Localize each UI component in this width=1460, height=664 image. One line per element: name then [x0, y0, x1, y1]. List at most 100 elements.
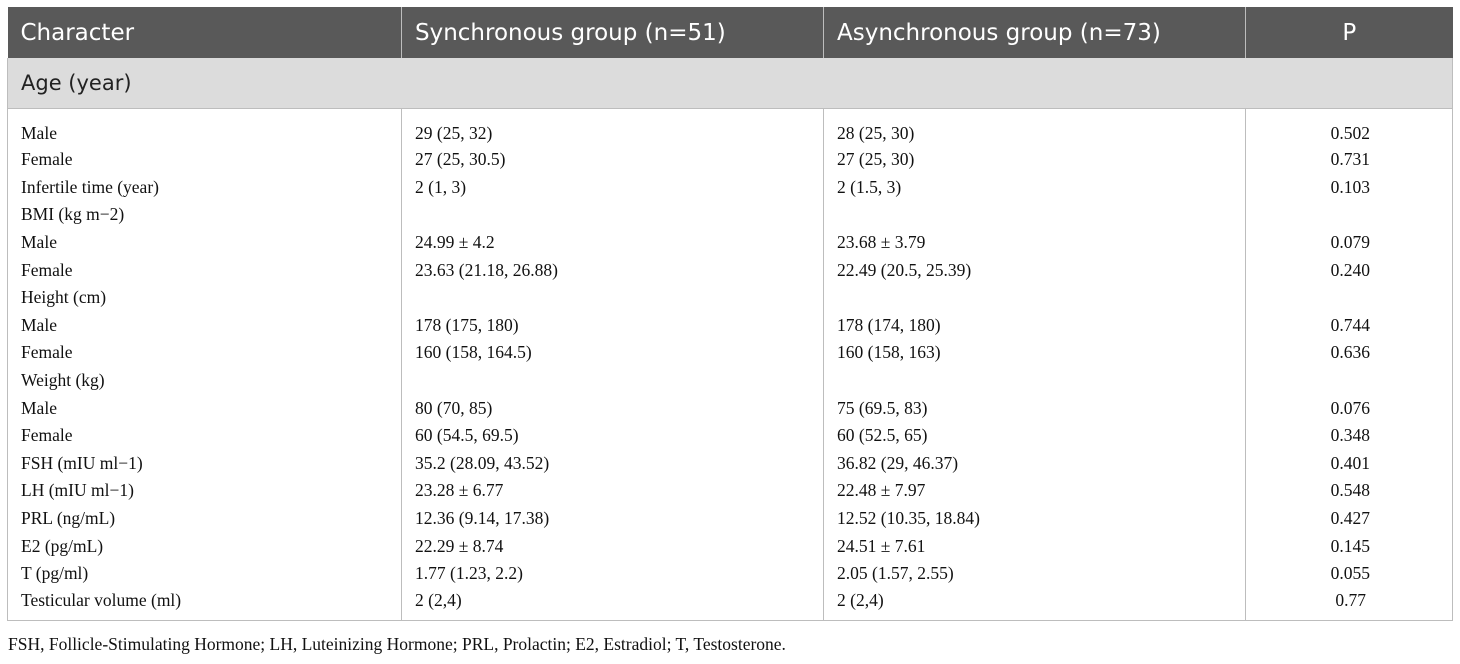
p-value-cell: 0.076 — [1245, 394, 1453, 422]
header-asynchronous-group: Asynchronous group (n=73) — [823, 7, 1246, 58]
asynchronous-value-cell: 75 (69.5, 83) — [823, 394, 1246, 422]
header-p-value: P — [1245, 7, 1453, 58]
table-row: Female 160 (158, 164.5) 160 (158, 163) 0.63… — [7, 339, 1453, 367]
row-label-cell: Male — [7, 394, 402, 422]
table-row: Male 24.99 ± 4.2 23.68 ± 3.79 0.079 — [7, 228, 1453, 257]
row-label-cell: Infertile time (year) — [7, 173, 402, 202]
section-label: Age (year) — [7, 58, 1453, 109]
table-row: FSH (mIU ml−1) 35.2 (28.09, 43.52) 36.82 (… — [7, 449, 1453, 478]
synchronous-value-cell: 24.99 ± 4.2 — [401, 228, 824, 257]
row-label-cell: Weight (kg) — [7, 366, 402, 395]
table-row: Female 60 (54.5, 69.5) 60 (52.5, 65) 0.348 — [7, 421, 1453, 450]
synchronous-value-cell: 12.36 (9.14, 17.38) — [401, 504, 824, 533]
asynchronous-value-cell: 22.48 ± 7.97 — [823, 477, 1246, 505]
synchronous-value-cell — [401, 283, 824, 312]
p-value-cell — [1245, 201, 1453, 229]
table-row: Male 80 (70, 85) 75 (69.5, 83) 0.076 — [7, 394, 1453, 422]
table-footnote: FSH, Follicle-Stimulating Hormone; LH, L… — [8, 634, 786, 654]
row-label-cell: Female — [7, 256, 402, 284]
table-row: Male 178 (175, 180) 178 (174, 180) 0.744 — [7, 311, 1453, 340]
synchronous-value-cell: 27 (25, 30.5) — [401, 146, 824, 174]
asynchronous-value-cell: 2 (2,4) — [823, 587, 1246, 621]
asynchronous-value-cell: 28 (25, 30) — [823, 108, 1246, 146]
synchronous-value-cell: 60 (54.5, 69.5) — [401, 421, 824, 450]
synchronous-value-cell — [401, 201, 824, 229]
table-row: Female 27 (25, 30.5) 27 (25, 30) 0.731 — [7, 146, 1453, 174]
row-label-cell: T (pg/ml) — [7, 559, 402, 588]
synchronous-value-cell: 29 (25, 32) — [401, 108, 824, 146]
asynchronous-value-cell — [823, 283, 1246, 312]
row-label-cell: E2 (pg/mL) — [7, 532, 402, 560]
asynchronous-value-cell: 24.51 ± 7.61 — [823, 532, 1246, 560]
asynchronous-value-cell: 2 (1.5, 3) — [823, 173, 1246, 202]
p-value-cell: 0.744 — [1245, 311, 1453, 340]
p-value-cell — [1245, 366, 1453, 395]
row-label-cell: Male — [7, 108, 402, 146]
p-value-cell: 0.548 — [1245, 477, 1453, 505]
table-row: PRL (ng/mL) 12.36 (9.14, 17.38) 12.52 (10.… — [7, 504, 1453, 533]
asynchronous-value-cell: 2.05 (1.57, 2.55) — [823, 559, 1246, 588]
asynchronous-value-cell — [823, 201, 1246, 229]
table-body: Male 29 (25, 32) 28 (25, 30) 0.502 Female 27 … — [7, 108, 1453, 621]
p-value-cell: 0.145 — [1245, 532, 1453, 560]
table-row: Height (cm) — [7, 283, 1453, 312]
table-header: Character Synchronous group (n=51) Async… — [7, 7, 1453, 58]
table-row: Weight (kg) — [7, 366, 1453, 395]
asynchronous-value-cell: 60 (52.5, 65) — [823, 421, 1246, 450]
row-label-cell: Testicular volume (ml) — [7, 587, 402, 621]
p-value-cell: 0.401 — [1245, 449, 1453, 478]
header-character: Character — [7, 7, 402, 58]
row-label-cell: PRL (ng/mL) — [7, 504, 402, 533]
row-label-cell: Female — [7, 421, 402, 450]
table-row: Testicular volume (ml) 2 (2,4) 2 (2,4) 0.77 — [7, 587, 1453, 621]
p-value-cell: 0.079 — [1245, 228, 1453, 257]
row-label-cell: LH (mIU ml−1) — [7, 477, 402, 505]
p-value-cell: 0.427 — [1245, 504, 1453, 533]
row-label-cell: BMI (kg m−2) — [7, 201, 402, 229]
synchronous-value-cell: 2 (1, 3) — [401, 173, 824, 202]
synchronous-value-cell: 23.28 ± 6.77 — [401, 477, 824, 505]
asynchronous-value-cell: 23.68 ± 3.79 — [823, 228, 1246, 257]
synchronous-value-cell: 80 (70, 85) — [401, 394, 824, 422]
synchronous-value-cell: 23.63 (21.18, 26.88) — [401, 256, 824, 284]
synchronous-value-cell: 35.2 (28.09, 43.52) — [401, 449, 824, 478]
p-value-cell: 0.103 — [1245, 173, 1453, 202]
data-table: Character Synchronous group (n=51) Async… — [7, 7, 1453, 621]
row-label-cell: Male — [7, 311, 402, 340]
p-value-cell: 0.055 — [1245, 559, 1453, 588]
row-label-cell: Male — [7, 228, 402, 257]
synchronous-value-cell: 178 (175, 180) — [401, 311, 824, 340]
p-value-cell: 0.636 — [1245, 339, 1453, 367]
p-value-cell: 0.348 — [1245, 421, 1453, 450]
asynchronous-value-cell: 36.82 (29, 46.37) — [823, 449, 1246, 478]
asynchronous-value-cell: 12.52 (10.35, 18.84) — [823, 504, 1246, 533]
p-value-cell — [1245, 283, 1453, 312]
synchronous-value-cell: 1.77 (1.23, 2.2) — [401, 559, 824, 588]
table-row: Female 23.63 (21.18, 26.88) 22.49 (20.5, 2… — [7, 256, 1453, 284]
table-row: BMI (kg m−2) — [7, 201, 1453, 229]
table-row: E2 (pg/mL) 22.29 ± 8.74 24.51 ± 7.61 0.145 — [7, 532, 1453, 560]
synchronous-value-cell: 2 (2,4) — [401, 587, 824, 621]
p-value-cell: 0.77 — [1245, 587, 1453, 621]
row-label-cell: Female — [7, 146, 402, 174]
asynchronous-value-cell: 27 (25, 30) — [823, 146, 1246, 174]
p-value-cell: 0.731 — [1245, 146, 1453, 174]
synchronous-value-cell — [401, 366, 824, 395]
row-label-cell: FSH (mIU ml−1) — [7, 449, 402, 478]
header-synchronous-group: Synchronous group (n=51) — [401, 7, 824, 58]
table-row: Infertile time (year) 2 (1, 3) 2 (1.5, 3) 0… — [7, 173, 1453, 202]
p-value-cell: 0.502 — [1245, 108, 1453, 146]
asynchronous-value-cell — [823, 366, 1246, 395]
row-label-cell: Height (cm) — [7, 283, 402, 312]
asynchronous-value-cell: 22.49 (20.5, 25.39) — [823, 256, 1246, 284]
table-section: Age (year) — [7, 58, 1453, 109]
synchronous-value-cell: 22.29 ± 8.74 — [401, 532, 824, 560]
table-row: T (pg/ml) 1.77 (1.23, 2.2) 2.05 (1.57, 2.5… — [7, 559, 1453, 588]
synchronous-value-cell: 160 (158, 164.5) — [401, 339, 824, 367]
row-label-cell: Female — [7, 339, 402, 367]
table-row: LH (mIU ml−1) 23.28 ± 6.77 22.48 ± 7.97 0.5… — [7, 477, 1453, 505]
p-value-cell: 0.240 — [1245, 256, 1453, 284]
data-table-container: Character Synchronous group (n=51) Async… — [7, 7, 1453, 621]
asynchronous-value-cell: 178 (174, 180) — [823, 311, 1246, 340]
asynchronous-value-cell: 160 (158, 163) — [823, 339, 1246, 367]
